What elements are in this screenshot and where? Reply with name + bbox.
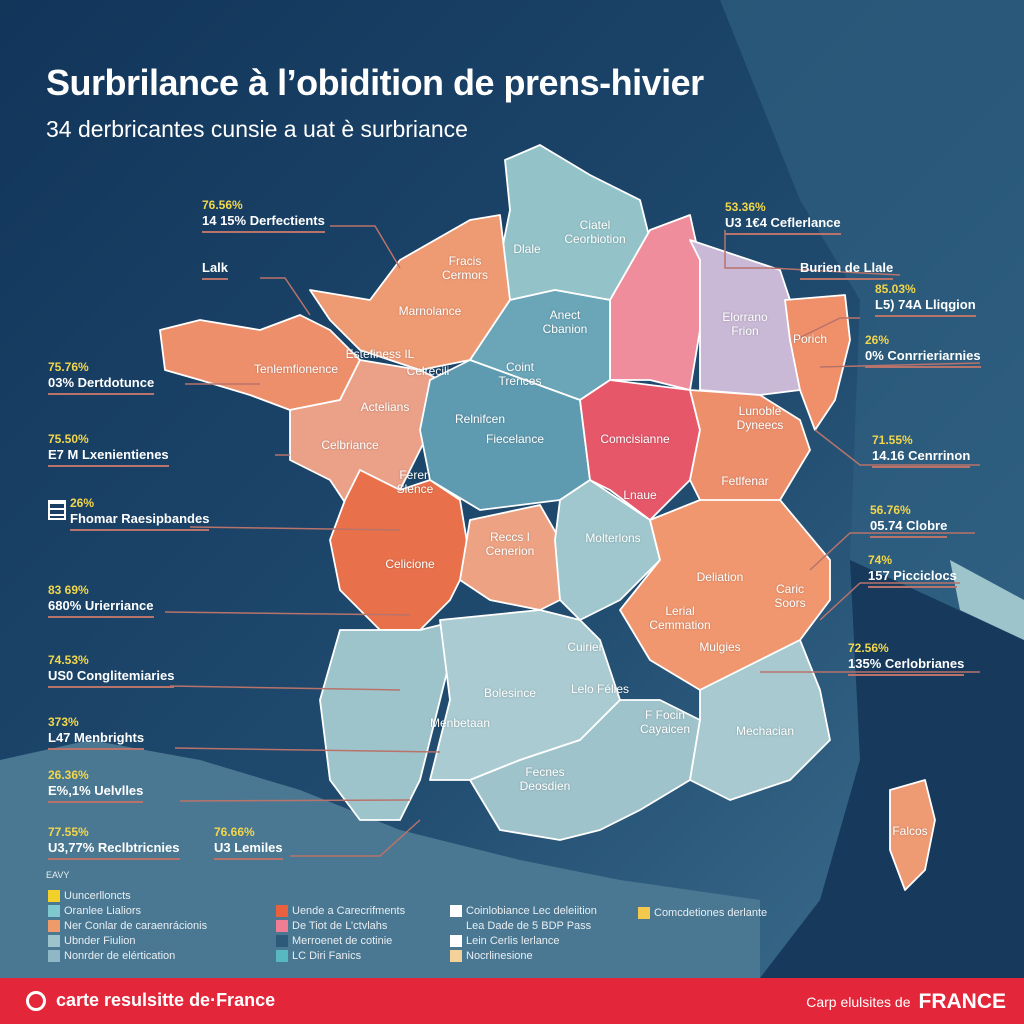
callout: 83 69% 680% Urierriance bbox=[48, 583, 154, 618]
legend-item: De Tiot de L’ctvlahs bbox=[276, 918, 405, 933]
region-label: Celrecili bbox=[406, 364, 450, 378]
region-label: Celbriance bbox=[321, 438, 379, 452]
region-label: Mulgies bbox=[699, 640, 741, 654]
region-label: Mechacian bbox=[735, 724, 795, 738]
region-poitou[interactable] bbox=[329, 469, 471, 631]
callout: 77.55% U3,77% Reclbtricnies bbox=[48, 825, 180, 860]
legend-item: Merroenet de cotinie bbox=[276, 933, 405, 948]
region-label: Elorrano Frion bbox=[722, 310, 768, 338]
table-icon bbox=[48, 500, 66, 520]
spain-landmass bbox=[0, 740, 760, 978]
region-label: Lunoble Dyneecs bbox=[736, 404, 784, 432]
region-label: Bolesince bbox=[483, 686, 537, 700]
region-alsace[interactable] bbox=[784, 294, 851, 431]
region-label: Molterlons bbox=[585, 531, 641, 545]
italy-coast bbox=[950, 560, 1024, 640]
region-label: Lerial Cemmation bbox=[649, 604, 711, 632]
legend-item: LC Diri Fanics bbox=[276, 948, 405, 963]
region-label: Fracis Cermors bbox=[441, 254, 488, 282]
legend-item: Nonrder de elértication bbox=[48, 948, 207, 963]
callout: 26.36% E%,1% Uelvlles bbox=[48, 768, 144, 803]
region-label: Caric Soors bbox=[774, 582, 806, 610]
legend-item: Ubnder Fiulion bbox=[48, 933, 207, 948]
region-label: Marnolance bbox=[398, 304, 462, 318]
legend: EAVY bbox=[46, 870, 69, 886]
callout: 75.50% E7 M Lxenientienes bbox=[48, 432, 169, 467]
callout: 75.76% 03% Dertdotunce bbox=[48, 360, 155, 395]
region-label: Celicione bbox=[385, 557, 435, 571]
legend-item: Ner Conlar de caraenrácionis bbox=[48, 918, 207, 933]
logo-icon bbox=[26, 990, 46, 1011]
region-label: Coint Trences bbox=[498, 360, 542, 388]
footer-right-small: Carp elulsites de bbox=[806, 994, 911, 1010]
sea-shade bbox=[720, 0, 1024, 700]
region-limousin[interactable] bbox=[459, 504, 561, 611]
region-label: Menbetaan bbox=[429, 716, 491, 730]
callout: 76.66% U3 Lemiles bbox=[214, 825, 283, 860]
region-label: Deliation bbox=[696, 570, 744, 584]
legend-item: Comcdetiones derlante bbox=[638, 905, 767, 920]
callout: 56.76% 05.74 Clobre bbox=[870, 503, 948, 538]
callout: 85.03% L5) 74A Lliqgion bbox=[875, 282, 976, 317]
legend-item: Coinlobiance Lec deleiition bbox=[450, 903, 597, 918]
page-title: Surbrilance à l’obidition de prens-hivie… bbox=[46, 62, 704, 103]
footer-bar: carte resulsitte de·France Carp elulsite… bbox=[0, 978, 1024, 1024]
region-label: Lelo Félies bbox=[570, 682, 630, 696]
region-label: Feren Slence bbox=[396, 468, 434, 496]
callout: 26% Fhomar Raesipbandes bbox=[48, 496, 210, 531]
callout: 74.53% US0 Conglitemiaries bbox=[48, 653, 175, 688]
region-label: Fetlfenar bbox=[721, 474, 769, 488]
legend-item: Uende a Carecrifments bbox=[276, 903, 405, 918]
legend-item: Oranlee Lialiors bbox=[48, 903, 207, 918]
region-label: Fecnes Deosdien bbox=[519, 765, 571, 793]
region-label: Tenlemfionence bbox=[253, 362, 339, 376]
footer-right-brand: FRANCE bbox=[918, 990, 1007, 1013]
region-label: Dlale bbox=[513, 242, 541, 256]
callout: 26% 0% Conrrieriarnies bbox=[865, 333, 981, 368]
callout: 72.56% 135% Cerlobrianes bbox=[848, 641, 965, 676]
region-label: Lnaue bbox=[623, 488, 657, 502]
leader-lines bbox=[164, 225, 981, 857]
region-label: Porich bbox=[792, 332, 827, 346]
region-label: Actelians bbox=[360, 400, 410, 414]
region-label: Cuirier bbox=[567, 640, 603, 654]
callout: Lalk bbox=[202, 260, 229, 280]
legend-item: Lein Cerlis lerlance bbox=[450, 933, 597, 948]
region-label: Estefiness IL bbox=[345, 347, 415, 361]
legend-item: Lea Dade de 5 BDP Pass bbox=[466, 919, 592, 932]
region-label: Relnifcen bbox=[454, 412, 506, 426]
callout: Burien de Llale bbox=[800, 260, 894, 280]
mediterranean bbox=[760, 560, 1024, 978]
callout: 53.36% U3 1€4 Ceflerlance bbox=[725, 200, 841, 235]
region-auvergne[interactable] bbox=[554, 479, 661, 621]
region-label: Comcisianne bbox=[600, 432, 670, 446]
region-label: F Focin Cayaicen bbox=[639, 708, 691, 736]
page-subtitle: 34 derbricantes cunsie a uat è surbrianc… bbox=[46, 116, 468, 142]
callout: 74% 157 Picciclocs bbox=[868, 553, 957, 588]
footer-left-text: carte resulsitte de·France bbox=[56, 990, 276, 1010]
legend-item: Nocrlinesione bbox=[450, 948, 597, 963]
legend-title: EAVY bbox=[46, 870, 70, 880]
region-label: Fiecelance bbox=[485, 432, 545, 446]
callout: 373% L47 Menbrights bbox=[48, 715, 145, 750]
region-label: Anect Cbanion bbox=[542, 308, 588, 336]
legend-item: Uuncerlloncts bbox=[48, 888, 207, 903]
region-corse[interactable] bbox=[889, 779, 936, 891]
region-label: Falcos bbox=[892, 824, 928, 838]
callout: 71.55% 14.16 Cenrrinon bbox=[872, 433, 971, 468]
region-label: Ciatel Ceorbiotion bbox=[564, 218, 626, 246]
callout: 76.56% 14 15% Derfectients bbox=[202, 198, 325, 233]
region-paca[interactable] bbox=[689, 639, 831, 801]
region-label: Reccs I Cenerion bbox=[485, 530, 535, 558]
